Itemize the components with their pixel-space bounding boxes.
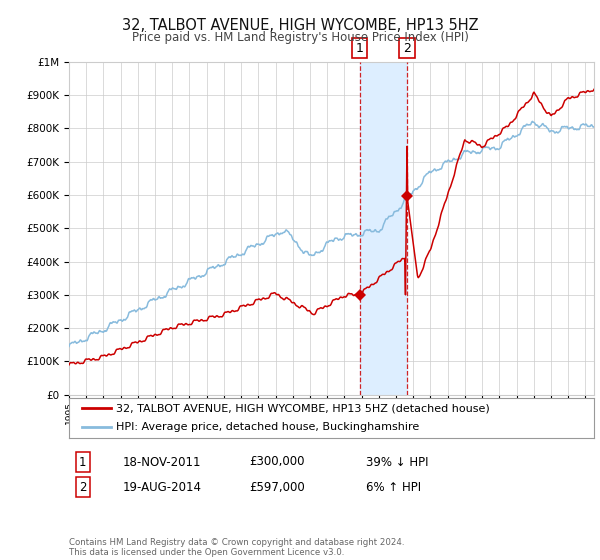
- Text: 2: 2: [403, 41, 411, 55]
- Bar: [359, 62, 407, 395]
- Text: 18-NOV-2011: 18-NOV-2011: [123, 455, 202, 469]
- Text: 19-AUG-2014: 19-AUG-2014: [123, 480, 202, 494]
- Text: Contains HM Land Registry data © Crown copyright and database right 2024.
This d: Contains HM Land Registry data © Crown c…: [69, 538, 404, 557]
- Text: 6% ↑ HPI: 6% ↑ HPI: [366, 480, 421, 494]
- Text: 32, TALBOT AVENUE, HIGH WYCOMBE, HP13 5HZ: 32, TALBOT AVENUE, HIGH WYCOMBE, HP13 5H…: [122, 18, 478, 33]
- Text: 39% ↓ HPI: 39% ↓ HPI: [366, 455, 428, 469]
- Text: 2: 2: [79, 480, 86, 494]
- Text: HPI: Average price, detached house, Buckinghamshire: HPI: Average price, detached house, Buck…: [116, 422, 419, 432]
- Text: 32, TALBOT AVENUE, HIGH WYCOMBE, HP13 5HZ (detached house): 32, TALBOT AVENUE, HIGH WYCOMBE, HP13 5H…: [116, 404, 490, 413]
- Text: £300,000: £300,000: [249, 455, 305, 469]
- Text: Price paid vs. HM Land Registry's House Price Index (HPI): Price paid vs. HM Land Registry's House …: [131, 31, 469, 44]
- Text: £597,000: £597,000: [249, 480, 305, 494]
- Text: 1: 1: [79, 455, 86, 469]
- Text: 1: 1: [356, 41, 364, 55]
